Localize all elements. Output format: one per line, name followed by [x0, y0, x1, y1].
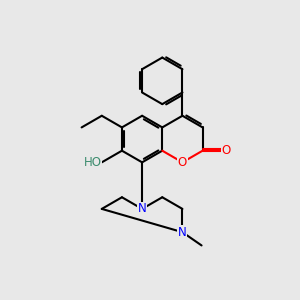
Text: HO: HO: [84, 156, 102, 169]
Text: O: O: [178, 156, 187, 169]
Text: N: N: [178, 226, 187, 239]
Text: O: O: [221, 144, 230, 157]
Text: N: N: [138, 202, 146, 215]
